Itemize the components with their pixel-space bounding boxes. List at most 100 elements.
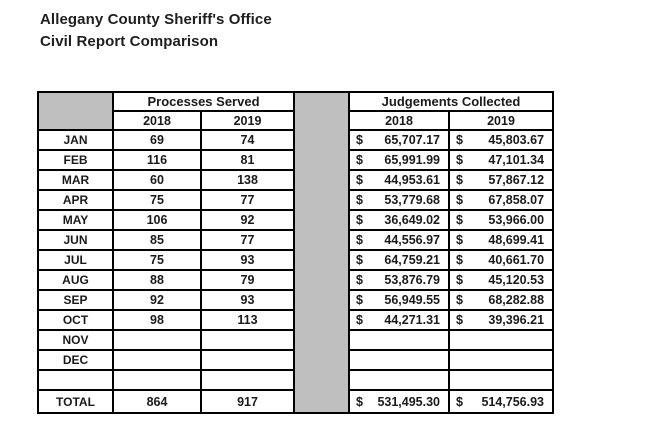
table-row: DEC	[37, 349, 555, 371]
processes-2019-cell: 93	[200, 289, 295, 311]
table-row	[37, 369, 555, 391]
processes-2019-cell: 79	[200, 269, 295, 291]
currency-symbol: $	[456, 173, 463, 187]
processes-2019-cell: 92	[200, 209, 295, 231]
judgements-2019-header: 2019	[447, 110, 555, 131]
judgements-2019-amount: 45,120.53	[488, 273, 545, 287]
judgements-2019-amount: 68,282.88	[488, 293, 545, 307]
judgements-2018-amount: 53,779.68	[384, 193, 440, 207]
month-cell: MAR	[37, 169, 114, 191]
judgements-2019-cell: $ 67,858.07	[447, 189, 555, 211]
judgements-2018-amount: 53,876.79	[384, 273, 440, 287]
total-judgements-2018-cell: $ 531,495.30	[348, 389, 450, 414]
judgements-2018-cell: $ 44,556.97	[348, 229, 450, 251]
processes-2019-cell: 113	[200, 309, 295, 331]
judgements-collected-header: Judgements Collected	[347, 91, 555, 112]
table-row: AUG 88 79 $ 53,876.79 $ 45,120.53	[37, 269, 555, 291]
total-processes-2019-cell: 917	[200, 389, 295, 414]
processes-2018-cell: 92	[112, 289, 202, 311]
judgements-2019-cell: $ 45,120.53	[447, 269, 555, 291]
processes-2018-cell: 75	[112, 189, 202, 211]
judgements-2019-cell: $ 40,661.70	[447, 249, 555, 271]
judgements-2018-cell: $ 53,779.68	[348, 189, 450, 211]
processes-2019-cell: 93	[200, 249, 295, 271]
judgements-2018-header: 2018	[348, 110, 450, 131]
currency-symbol: $	[356, 133, 363, 147]
processes-2018-cell: 75	[112, 249, 202, 271]
judgements-2018-amount: 65,707.17	[384, 133, 440, 147]
processes-2018-cell: 85	[112, 229, 202, 251]
total-judgements-2019-cell: $ 514,756.93	[447, 389, 555, 414]
judgements-2018-amount: 65,991.99	[384, 153, 440, 167]
table-row: MAY 106 92 $ 36,649.02 $ 53,966.00	[37, 209, 555, 231]
report-header: Allegany County Sheriff's Office Civil R…	[40, 9, 272, 53]
table-row: MAR 60 138 $ 44,953.61 $ 57,867.12	[37, 169, 555, 191]
processes-2019-cell	[200, 349, 295, 371]
currency-symbol: $	[456, 394, 463, 409]
currency-symbol: $	[456, 313, 463, 327]
total-row: TOTAL 864 917 $ 531,495.30 $ 514,756.93	[37, 389, 555, 414]
month-cell: SEP	[37, 289, 114, 311]
table-row: SEP 92 93 $ 56,949.55 $ 68,282.88	[37, 289, 555, 311]
table-row: NOV	[37, 329, 555, 351]
judgements-2019-amount: 53,966.00	[488, 213, 545, 227]
currency-symbol: $	[456, 213, 463, 227]
processes-2018-cell: 98	[112, 309, 202, 331]
currency-symbol: $	[356, 394, 363, 409]
processes-2019-cell: 81	[200, 149, 295, 171]
processes-2019-header: 2019	[200, 110, 295, 131]
judgements-2018-amount: 44,556.97	[384, 233, 440, 247]
judgements-2019-cell: $ 47,101.34	[447, 149, 555, 171]
month-cell: JUN	[37, 229, 114, 251]
spacer-column	[293, 91, 350, 414]
month-cell: OCT	[37, 309, 114, 331]
judgements-2018-amount: 44,271.31	[384, 313, 440, 327]
currency-symbol: $	[456, 273, 463, 287]
currency-symbol: $	[456, 133, 463, 147]
processes-served-header: Processes Served	[112, 91, 295, 112]
judgements-2019-cell	[447, 369, 555, 391]
judgements-2018-cell	[348, 369, 450, 391]
judgements-2018-cell: $ 44,953.61	[348, 169, 450, 191]
currency-symbol: $	[456, 153, 463, 167]
month-cell: DEC	[37, 349, 114, 371]
processes-2018-cell: 116	[112, 149, 202, 171]
currency-symbol: $	[356, 233, 363, 247]
processes-2019-cell: 77	[200, 229, 295, 251]
month-cell: AUG	[37, 269, 114, 291]
currency-symbol: $	[356, 213, 363, 227]
currency-symbol: $	[456, 253, 463, 267]
table-row: JUL 75 93 $ 64,759.21 $ 40,661.70	[37, 249, 555, 271]
month-cell: MAY	[37, 209, 114, 231]
judgements-2018-cell: $ 65,991.99	[348, 149, 450, 171]
processes-2018-cell: 69	[112, 129, 202, 151]
processes-2018-cell	[112, 329, 202, 351]
month-cell	[37, 369, 114, 391]
judgements-2018-cell: $ 56,949.55	[348, 289, 450, 311]
judgements-2019-cell	[447, 349, 555, 371]
judgements-2019-amount: 40,661.70	[488, 253, 545, 267]
currency-symbol: $	[356, 253, 363, 267]
judgements-2019-cell: $ 45,803.67	[447, 129, 555, 151]
judgements-2018-amount: 44,953.61	[384, 173, 440, 187]
month-cell: JAN	[37, 129, 114, 151]
judgements-2018-cell: $ 64,759.21	[348, 249, 450, 271]
currency-symbol: $	[356, 293, 363, 307]
table-row: FEB 116 81 $ 65,991.99 $ 47,101.34	[37, 149, 555, 171]
judgements-2019-amount: 48,699.41	[488, 233, 545, 247]
judgements-2019-amount: 67,858.07	[488, 193, 545, 207]
processes-2019-cell	[200, 329, 295, 351]
currency-symbol: $	[456, 293, 463, 307]
judgements-2019-amount: 57,867.12	[488, 173, 545, 187]
total-processes-2018-cell: 864	[112, 389, 202, 414]
total-label-cell: TOTAL	[37, 389, 114, 414]
processes-2018-cell	[112, 369, 202, 391]
judgements-2018-cell	[348, 349, 450, 371]
judgements-2019-cell: $ 48,699.41	[447, 229, 555, 251]
total-judgements-2018-amount: 531,495.30	[377, 394, 440, 409]
month-cell: FEB	[37, 149, 114, 171]
table-row: JAN 69 74 $ 65,707.17 $ 45,803.67	[37, 129, 555, 151]
table-row: APR 75 77 $ 53,779.68 $ 67,858.07	[37, 189, 555, 211]
judgements-2018-amount: 64,759.21	[384, 253, 440, 267]
